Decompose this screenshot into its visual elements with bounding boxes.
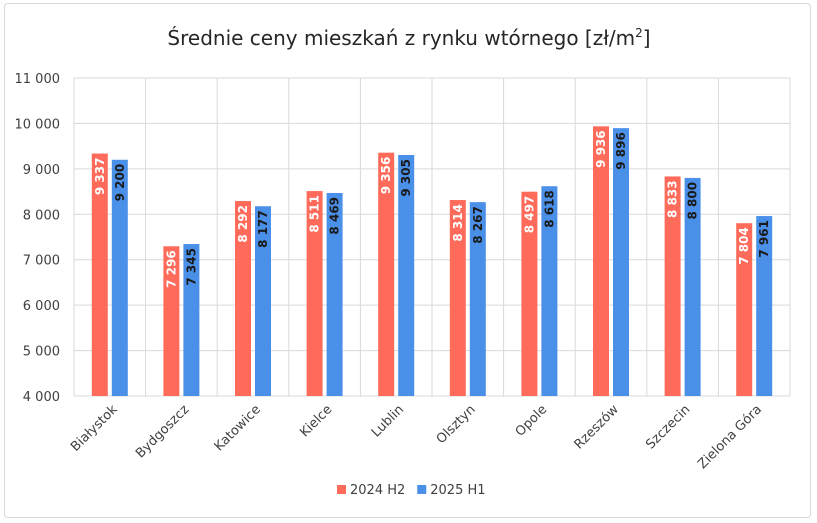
y-tick-label: 5 000 <box>23 345 60 360</box>
bar <box>378 152 395 396</box>
data-label: 8 314 <box>451 204 465 242</box>
bar-chart: Średnie ceny mieszkań z rynku wtórnego [… <box>15 26 791 498</box>
chart-frame: Średnie ceny mieszkań z rynku wtórnego [… <box>4 3 811 518</box>
data-label: 9 896 <box>614 132 628 170</box>
bar <box>469 202 486 396</box>
bar <box>664 176 681 396</box>
data-label: 8 292 <box>236 205 250 243</box>
bar <box>255 206 271 396</box>
bar <box>398 155 415 396</box>
y-tick-label: 7 000 <box>23 254 60 269</box>
x-tick-label: Katowice <box>212 402 264 454</box>
legend-label: 2024 H2 <box>350 483 405 498</box>
data-label: 9 200 <box>113 164 127 202</box>
bar <box>111 159 128 396</box>
data-label: 7 345 <box>184 248 198 286</box>
bar <box>449 200 466 396</box>
bar <box>163 246 180 396</box>
y-tick-label: 6 000 <box>23 299 60 314</box>
data-label: 8 618 <box>542 190 556 228</box>
chart-title-close: ] <box>643 26 651 50</box>
x-tick-label: Olsztyn <box>434 402 479 447</box>
data-label: 9 936 <box>594 130 608 168</box>
y-tick-label: 8 000 <box>23 208 60 223</box>
bar <box>684 177 701 396</box>
bar <box>306 191 323 396</box>
data-label: 7 804 <box>737 227 751 265</box>
bar <box>91 153 108 396</box>
data-label: 9 305 <box>399 159 413 197</box>
legend: 2024 H2 2025 H1 <box>337 483 486 498</box>
x-tick-label: Bydgoszcz <box>133 402 192 461</box>
chart-title: Średnie ceny mieszkań z rynku wtórnego [… <box>167 26 650 50</box>
data-label: 7 296 <box>164 250 178 288</box>
bar <box>736 223 753 396</box>
y-tick-label: 10 000 <box>15 117 61 132</box>
bar <box>521 191 538 396</box>
y-tick-label: 9 000 <box>23 163 60 178</box>
x-axis: Białystok Bydgoszcz Katowice Kielce Lublin Ol… <box>68 402 765 472</box>
bar <box>613 128 629 396</box>
chart-title-superscript: 2 <box>635 26 643 40</box>
data-label: 8 497 <box>522 196 536 234</box>
x-tick-label: Szczecin <box>643 402 693 452</box>
bar <box>593 126 609 396</box>
data-label: 8 833 <box>666 180 680 218</box>
grid <box>73 77 791 397</box>
data-label: 8 469 <box>328 197 342 235</box>
chart-title-text: Średnie ceny mieszkań z rynku wtórnego [… <box>167 26 635 50</box>
data-label: 9 337 <box>93 158 107 196</box>
bar <box>235 201 251 396</box>
x-tick-label: Zielona Góra <box>695 402 765 472</box>
legend-label: 2025 H1 <box>430 483 485 498</box>
bar <box>183 244 200 396</box>
x-tick-label: Lublin <box>369 402 407 440</box>
x-tick-label: Białystok <box>68 402 121 455</box>
data-label: 8 800 <box>686 182 700 220</box>
data-label: 9 356 <box>379 157 393 195</box>
data-label: 8 511 <box>308 195 322 233</box>
bar <box>541 186 558 396</box>
data-label: 8 177 <box>256 210 270 248</box>
x-tick-label: Kielce <box>297 402 335 440</box>
bar <box>756 216 773 396</box>
data-label: 7 961 <box>757 220 771 258</box>
bars: 9 337 9 200 7 296 7 345 8 292 8 177 8 511 8 469… <box>91 126 773 396</box>
y-axis: 4 000 5 000 6 000 7 000 8 000 9 000 10 000 11 0… <box>15 72 61 405</box>
legend-swatch <box>337 485 346 494</box>
y-tick-label: 11 000 <box>15 72 61 87</box>
legend-swatch <box>417 485 427 494</box>
y-tick-label: 4 000 <box>23 390 60 405</box>
data-label: 8 267 <box>471 206 485 244</box>
bar <box>326 192 343 396</box>
x-tick-label: Rzeszów <box>572 402 622 452</box>
x-tick-label: Opole <box>513 402 551 440</box>
